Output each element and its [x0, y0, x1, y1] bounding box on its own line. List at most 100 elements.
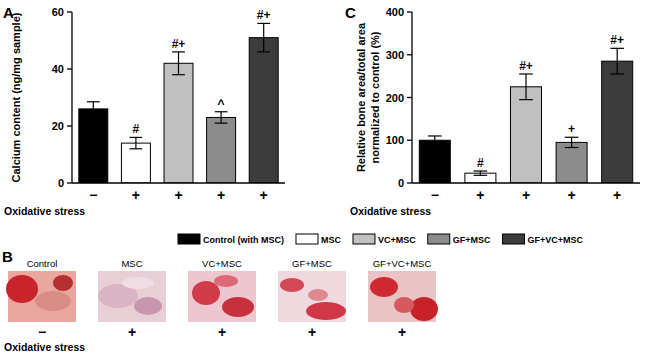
micrograph-bg	[188, 271, 256, 322]
x-tick-label: +	[174, 187, 182, 203]
image-title: Control	[27, 258, 58, 269]
bar	[207, 117, 236, 183]
bar	[602, 61, 633, 183]
bar	[510, 87, 541, 183]
condition-label: −	[38, 324, 46, 340]
error-cap	[610, 73, 624, 74]
y-tick	[67, 68, 72, 69]
error-line	[93, 102, 94, 116]
tissue	[6, 275, 38, 303]
error-line	[434, 136, 435, 145]
bar	[79, 109, 108, 183]
x-tick-label: +	[613, 187, 621, 203]
micrograph	[6, 271, 76, 322]
micrograph	[98, 271, 166, 322]
x-axis	[72, 182, 285, 183]
y-axis-label: Calcium content (ng/mg sample)	[10, 12, 22, 182]
image-title: GF+MSC	[292, 258, 332, 269]
page: {"chart_data": [ {"type": "bar", "title"…	[0, 0, 650, 355]
bar	[121, 143, 150, 183]
significance-marker: +	[568, 122, 575, 136]
tissue	[222, 297, 254, 317]
x-tick-label: −	[431, 187, 439, 203]
significance-marker: #	[477, 156, 484, 170]
image-title: GF+VC+MSC	[373, 258, 432, 269]
x-tick-label: +	[132, 187, 140, 203]
error-line	[178, 52, 179, 75]
tissue	[122, 277, 154, 289]
y-axis-label: Relative bone area/total area	[355, 22, 367, 172]
legend-swatch	[296, 234, 318, 244]
error-bar	[215, 112, 228, 123]
error-line	[480, 171, 481, 175]
error-line	[135, 137, 136, 148]
panel-label: B	[2, 248, 13, 265]
y-tick	[67, 11, 72, 12]
bar	[249, 38, 278, 183]
error-cap	[87, 115, 100, 116]
legend: Control (with MSC) MSC VC+MSC GF+MSC GF+VC+M…	[178, 234, 584, 245]
error-bar	[610, 48, 624, 74]
x-tick-label: +	[476, 187, 484, 203]
tissue	[280, 278, 304, 292]
legend-label: VC+MSC	[378, 235, 416, 245]
error-cap	[565, 137, 579, 138]
error-cap	[519, 99, 533, 100]
tissue	[410, 297, 438, 321]
legend-label: MSC	[321, 235, 342, 245]
error-line	[571, 137, 572, 147]
error-bar	[87, 102, 100, 116]
significance-marker: ^	[218, 97, 225, 111]
y-tick	[67, 182, 72, 183]
y-tick-label: 0	[58, 177, 64, 189]
y-axis	[71, 12, 72, 183]
error-cap	[519, 73, 533, 74]
error-cap	[215, 123, 228, 124]
legend-label: GF+VC+MSC	[528, 235, 584, 245]
y-tick-label: 20	[52, 120, 64, 132]
error-cap	[172, 74, 185, 75]
error-bar	[519, 74, 533, 100]
tissue	[134, 297, 162, 315]
legend-swatch	[353, 234, 375, 244]
x-axis-label: Oxidative stress	[4, 205, 85, 217]
significance-marker: #+	[257, 8, 271, 22]
error-cap	[610, 48, 624, 49]
error-bar	[565, 137, 579, 147]
condition-label: +	[218, 324, 226, 340]
bars	[79, 23, 278, 183]
y-tick	[407, 140, 412, 141]
error-bar	[257, 23, 270, 52]
bar	[556, 142, 587, 183]
condition-label: +	[398, 324, 406, 340]
x-axis	[412, 182, 640, 183]
x-tick-label: +	[217, 187, 225, 203]
tissue	[394, 297, 414, 313]
x-axis-label: Oxidative stress	[4, 341, 85, 353]
condition-label: +	[308, 324, 316, 340]
x-tick-label: +	[260, 187, 268, 203]
y-tick	[407, 97, 412, 98]
bar	[164, 63, 193, 183]
significance-marker: #	[133, 122, 140, 136]
bars	[419, 48, 632, 183]
error-cap	[474, 170, 488, 171]
x-tick-label: −	[89, 187, 97, 203]
y-tick-label: 100	[386, 134, 404, 146]
y-tick-label: 0	[398, 177, 404, 189]
error-bar	[428, 136, 442, 145]
legend-label: Control (with MSC)	[203, 235, 284, 245]
tissue	[192, 281, 220, 305]
bar	[419, 140, 450, 183]
chart: CRelative bone area/total areanormalized…	[345, 4, 640, 217]
tissue	[306, 302, 346, 320]
error-line	[617, 48, 618, 74]
tissue	[53, 275, 73, 291]
error-bar	[130, 137, 143, 148]
error-cap	[130, 148, 143, 149]
micrograph	[368, 271, 438, 322]
panel-label: C	[345, 4, 356, 21]
legend-swatch	[178, 234, 200, 244]
legend-label: GF+MSC	[453, 235, 491, 245]
significance-marker: #+	[610, 33, 624, 47]
